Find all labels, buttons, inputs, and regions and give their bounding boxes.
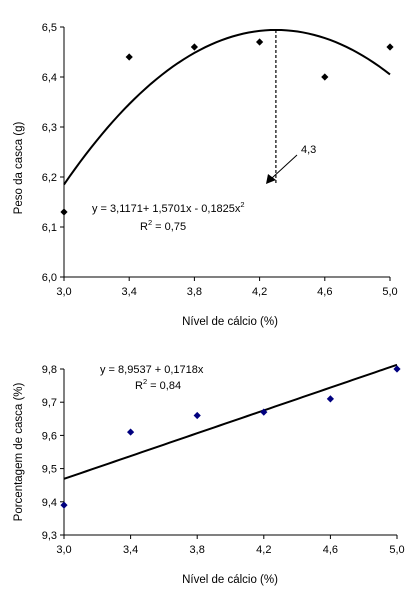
data-point bbox=[256, 38, 264, 46]
y-tick-label: 9,3 bbox=[42, 530, 57, 542]
chart2-r2-symbol: R bbox=[135, 380, 143, 392]
data-point bbox=[190, 43, 198, 51]
chart2-r-squared: R2 = 0,84 bbox=[135, 377, 181, 392]
x-tick-label: 3,4 bbox=[122, 286, 137, 298]
y-tick-label: 6,1 bbox=[42, 222, 57, 234]
chart-porcentagem-casca: 9,3 9,4 9,5 9,6 9,7 9,8 3,0 3,4 3,8 4,2 4,6 5,0 Por… bbox=[13, 363, 405, 586]
chart-peso-casca: 6,0 6,1 6,2 6,3 6,4 6,5 3,0 3,4 3,8 4,2 4,6 5,0 Pes… bbox=[13, 22, 398, 328]
chart1-equation-text: y = 3,1171+ 1,5701x - 0,1825x bbox=[92, 203, 241, 215]
data-point bbox=[125, 53, 133, 61]
chart1-r2-exponent: 2 bbox=[148, 218, 152, 227]
x-tick-label: 3,0 bbox=[56, 286, 71, 298]
y-tick-label: 9,6 bbox=[42, 430, 57, 442]
chart1-r2-value: = 0,75 bbox=[152, 221, 186, 233]
chart1-r-squared: R2 = 0,75 bbox=[140, 218, 186, 233]
chart1-optimum-marker bbox=[266, 29, 298, 184]
chart2-points bbox=[60, 365, 401, 509]
chart2-y-axis-label: Porcentagem de casca (%) bbox=[13, 382, 25, 521]
data-point bbox=[60, 501, 68, 509]
chart2-r2-value: = 0,84 bbox=[147, 380, 181, 392]
chart2-axes bbox=[63, 369, 397, 536]
y-tick-label: 9,4 bbox=[42, 497, 57, 509]
chart2-fit-line bbox=[63, 363, 398, 480]
x-tick-label: 3,8 bbox=[187, 286, 202, 298]
x-tick-label: 3,0 bbox=[56, 544, 71, 556]
y-tick-label: 6,4 bbox=[42, 72, 57, 84]
y-tick-label: 6,5 bbox=[42, 22, 57, 34]
chart2-x-axis-label: Nível de cálcio (%) bbox=[182, 574, 278, 586]
chart1-ticks: 6,0 6,1 6,2 6,3 6,4 6,5 3,0 3,4 3,8 4,2 4,6 5,0 bbox=[42, 22, 398, 298]
y-tick-label: 6,3 bbox=[42, 122, 57, 134]
chart2-r2-exponent: 2 bbox=[143, 377, 147, 386]
optimum-pointer-line bbox=[271, 154, 298, 179]
data-point bbox=[393, 365, 401, 373]
fit-curve bbox=[63, 28, 391, 186]
chart1-optimum-label: 4,3 bbox=[301, 144, 316, 156]
chart1-r2-symbol: R bbox=[140, 221, 148, 233]
x-tick-label: 5,0 bbox=[382, 286, 397, 298]
x-tick-label: 4,6 bbox=[317, 286, 332, 298]
chart1-fit-curve bbox=[63, 28, 391, 186]
data-point bbox=[260, 408, 268, 416]
data-point bbox=[60, 208, 68, 216]
data-point bbox=[386, 43, 394, 51]
x-tick-label: 3,4 bbox=[123, 544, 138, 556]
optimum-arrowhead bbox=[266, 174, 276, 184]
data-point bbox=[326, 395, 334, 403]
x-tick-label: 4,6 bbox=[323, 544, 338, 556]
chart1-equation: y = 3,1171+ 1,5701x - 0,1825x2 bbox=[92, 200, 245, 215]
data-point bbox=[321, 73, 329, 81]
x-tick-label: 5,0 bbox=[389, 544, 404, 556]
fit-line bbox=[63, 363, 398, 480]
y-tick-label: 6,2 bbox=[42, 172, 57, 184]
data-point bbox=[193, 411, 201, 420]
chart1-axes bbox=[63, 27, 390, 278]
y-tick-label: 9,5 bbox=[42, 464, 57, 476]
chart2-ticks: 9,3 9,4 9,5 9,6 9,7 9,8 3,0 3,4 3,8 4,2 4,6 5,0 bbox=[42, 364, 405, 556]
x-tick-label: 4,2 bbox=[256, 544, 271, 556]
chart2-equation: y = 8,9537 + 0,1718x bbox=[100, 364, 204, 376]
data-point bbox=[127, 428, 135, 436]
y-tick-label: 9,7 bbox=[42, 397, 57, 409]
chart1-points bbox=[60, 38, 394, 216]
chart1-y-axis-label: Peso da casca (g) bbox=[13, 121, 25, 214]
x-tick-label: 4,2 bbox=[252, 286, 267, 298]
chart1-equation-exponent: 2 bbox=[240, 200, 244, 209]
x-tick-label: 3,8 bbox=[190, 544, 205, 556]
y-tick-label: 9,8 bbox=[42, 364, 57, 376]
y-tick-label: 6,0 bbox=[42, 272, 57, 284]
chart1-x-axis-label: Nível de cálcio (%) bbox=[182, 316, 278, 328]
